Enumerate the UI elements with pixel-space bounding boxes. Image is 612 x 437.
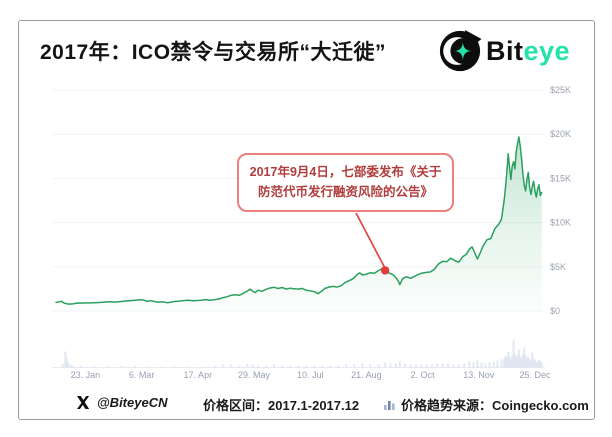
x-tick-label: 23. Jan <box>71 370 101 380</box>
gridlines <box>52 89 545 368</box>
x-tick-label: 29. May <box>238 370 271 380</box>
x-axis-labels: 23. Jan 6. Mar 17. Apr 29. May 10. Jul 21. Au… <box>71 370 551 380</box>
logo-text-eye: eye <box>523 35 571 66</box>
volume-bars <box>61 339 543 368</box>
x-tick-label: 25. Dec <box>519 370 551 380</box>
biteye-logo: Biteye <box>437 28 570 74</box>
y-tick-label: $15K <box>550 173 571 183</box>
x-tick-label: 10. Jul <box>297 370 324 380</box>
card-border <box>18 20 595 420</box>
x-tick-label: 21. Aug <box>351 370 382 380</box>
y-tick-label: $10K <box>550 218 571 228</box>
event-dot <box>380 266 390 275</box>
price-range-label: 价格区间：2017.1-2017.12 <box>203 398 360 413</box>
x-tick-label: 13. Nov <box>463 370 495 380</box>
source-label: 价格趋势来源：Coingecko.com <box>401 398 589 413</box>
y-axis-labels: $0 $5K $10K $15K $20K $25K <box>550 85 571 316</box>
bar-chart-icon <box>384 400 395 410</box>
x-tick-label: 17. Apr <box>184 370 213 380</box>
footer: @BiteyeCN 价格区间：2017.1-2017.12 价格趋势来源：Coi… <box>0 395 612 417</box>
x-twitter-icon <box>77 396 90 409</box>
y-tick-label: $25K <box>550 85 571 95</box>
biteye-eye-icon <box>439 29 482 72</box>
biteye-wordmark: Biteye <box>486 36 570 67</box>
twitter-handle: @BiteyeCN <box>97 395 168 410</box>
twitter-credit: @BiteyeCN <box>76 395 167 410</box>
event-marker <box>355 212 390 275</box>
annotation-line2: 防范代币发行融资风险的公告》 <box>257 184 433 199</box>
annotation-line1: 2017年9月4日，七部委发布《关于 <box>249 165 442 180</box>
logo-text-bit: Bit <box>486 35 524 66</box>
annotation-callout: 2017年9月4日，七部委发布《关于 防范代币发行融资风险的公告》 <box>237 153 454 212</box>
price-area-fill <box>56 137 542 311</box>
source-credit: 价格趋势来源：Coingecko.com <box>383 395 589 414</box>
y-tick-label: $5K <box>550 262 566 272</box>
x-tick-label: 2. Oct <box>411 370 436 380</box>
price-line <box>55 136 543 305</box>
page-title: 2017年：ICO禁令与交易所“大迁徙” <box>40 41 387 64</box>
y-tick-label: $20K <box>550 129 571 139</box>
x-tick-label: 6. Mar <box>129 370 155 380</box>
y-tick-label: $0 <box>550 306 560 316</box>
